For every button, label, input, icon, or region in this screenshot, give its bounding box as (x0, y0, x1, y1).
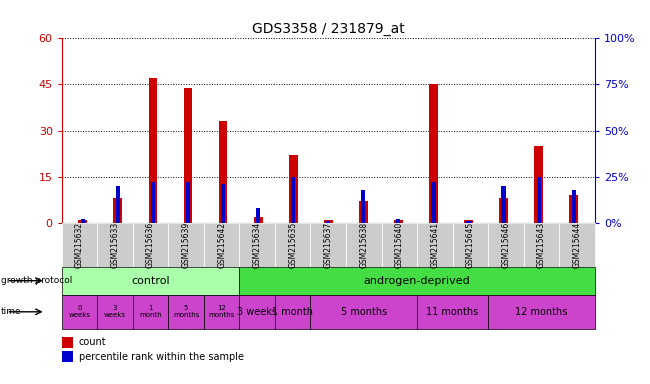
Bar (324, 220, 333, 223)
Bar (81, 219, 85, 223)
Text: count: count (79, 337, 106, 347)
Bar (464, 220, 473, 223)
Bar (289, 155, 298, 223)
Bar (501, 186, 506, 223)
Text: GSM215636: GSM215636 (146, 222, 155, 268)
Text: GSM215639: GSM215639 (181, 222, 190, 268)
Bar (396, 219, 400, 223)
Bar (536, 177, 541, 223)
Text: 1
month: 1 month (139, 305, 162, 318)
Bar (79, 220, 87, 223)
Bar (183, 88, 192, 223)
Bar (429, 84, 438, 223)
Text: GSM215637: GSM215637 (324, 222, 333, 268)
Bar (291, 177, 295, 223)
Text: GSM215633: GSM215633 (111, 222, 120, 268)
Bar (149, 78, 157, 223)
Bar (221, 184, 225, 223)
Bar (114, 198, 122, 223)
Text: growth protocol: growth protocol (1, 276, 72, 285)
Text: 1 month: 1 month (272, 307, 313, 317)
Text: 11 months: 11 months (426, 307, 479, 317)
Text: GSM215638: GSM215638 (359, 222, 369, 268)
Bar (326, 221, 330, 223)
Text: GSM215643: GSM215643 (537, 222, 546, 268)
Text: GSM215645: GSM215645 (466, 222, 475, 268)
Text: GSM215635: GSM215635 (288, 222, 297, 268)
Bar (361, 190, 365, 223)
Bar (499, 198, 508, 223)
Text: 3 weeks: 3 weeks (237, 307, 277, 317)
Text: 5
months: 5 months (173, 305, 200, 318)
Text: 5 months: 5 months (341, 307, 387, 317)
Bar (432, 182, 436, 223)
Text: 12
months: 12 months (209, 305, 235, 318)
Text: 3
weeks: 3 weeks (104, 305, 126, 318)
Bar (359, 201, 368, 223)
Text: percentile rank within the sample: percentile rank within the sample (79, 352, 244, 362)
Text: androgen-deprived: androgen-deprived (364, 276, 471, 286)
Text: control: control (131, 276, 170, 286)
Bar (571, 190, 576, 223)
Bar (218, 121, 227, 223)
Bar (116, 186, 120, 223)
Text: GSM215641: GSM215641 (430, 222, 439, 268)
Text: GSM215646: GSM215646 (501, 222, 510, 268)
Title: GDS3358 / 231879_at: GDS3358 / 231879_at (252, 22, 404, 36)
Text: time: time (1, 307, 21, 316)
Text: GSM215632: GSM215632 (75, 222, 84, 268)
Text: GSM215644: GSM215644 (573, 222, 582, 268)
Bar (569, 195, 578, 223)
Text: 12 months: 12 months (515, 307, 567, 317)
Bar (467, 221, 471, 223)
Bar (394, 220, 403, 223)
Bar (534, 146, 543, 223)
Text: GSM215634: GSM215634 (253, 222, 262, 268)
Bar (254, 217, 263, 223)
Text: 0
weeks: 0 weeks (68, 305, 90, 318)
Bar (256, 208, 260, 223)
Text: GSM215642: GSM215642 (217, 222, 226, 268)
Bar (186, 182, 190, 223)
Bar (151, 182, 155, 223)
Text: GSM215640: GSM215640 (395, 222, 404, 268)
